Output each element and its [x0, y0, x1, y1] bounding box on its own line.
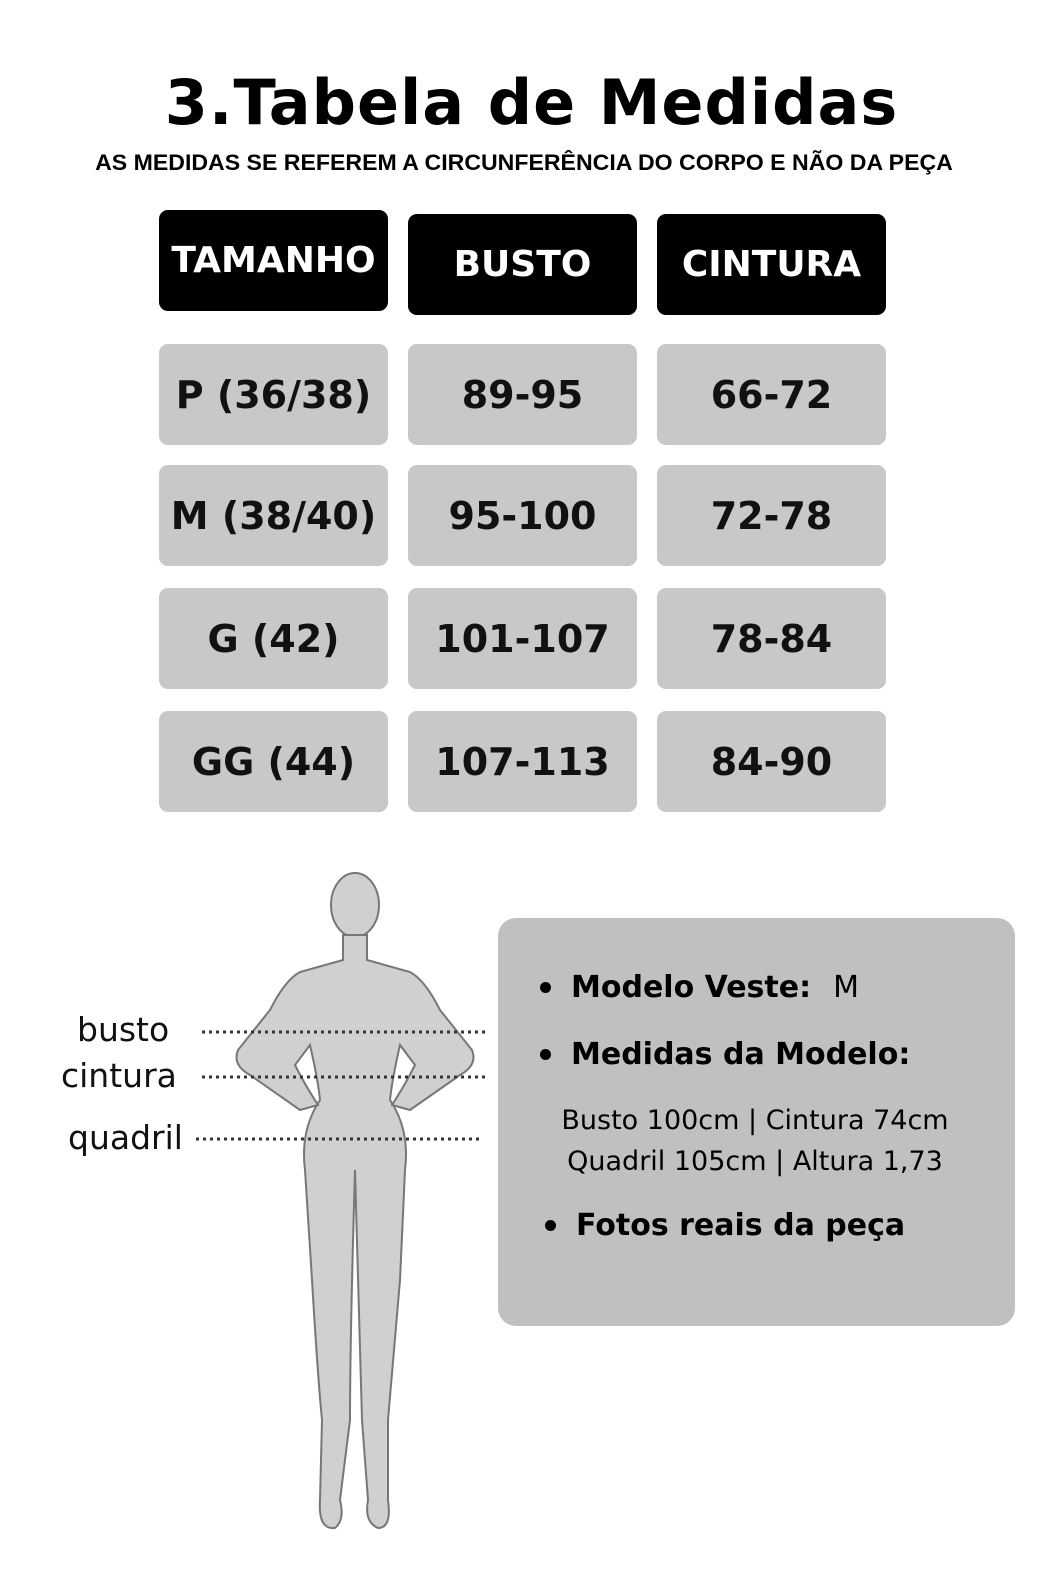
cell-cintura: 66-72: [657, 344, 886, 445]
fotos-label: Fotos reais da peça: [576, 1208, 906, 1243]
mannequin-icon: [196, 872, 488, 1530]
cell-busto: 89-95: [408, 344, 637, 445]
cell-cintura: 72-78: [657, 465, 886, 566]
cell-tamanho: P (36/38): [159, 344, 388, 445]
label-busto: busto: [77, 1010, 170, 1049]
header-cintura: CINTURA: [657, 214, 886, 315]
bullet-fotos: Fotos reais da peça: [545, 1208, 905, 1243]
modelo-veste-label: Modelo Veste:: [571, 970, 812, 1005]
modelo-veste-value: M: [833, 970, 859, 1005]
cell-busto: 95-100: [408, 465, 637, 566]
cell-tamanho: M (38/40): [159, 465, 388, 566]
cell-cintura: 84-90: [657, 711, 886, 812]
header-tamanho: TAMANHO: [159, 210, 388, 311]
cell-tamanho: G (42): [159, 588, 388, 689]
cell-busto: 107-113: [408, 711, 637, 812]
header-busto: BUSTO: [408, 214, 637, 315]
medidas-label: Medidas da Modelo:: [571, 1037, 911, 1072]
bullet-icon: [545, 1220, 556, 1231]
bullet-modelo-veste: Modelo Veste: M: [540, 970, 859, 1005]
label-cintura: cintura: [61, 1056, 177, 1095]
cell-cintura: 78-84: [657, 588, 886, 689]
cell-tamanho: GG (44): [159, 711, 388, 812]
bullet-medidas: Medidas da Modelo:: [540, 1037, 910, 1072]
label-quadril: quadril: [68, 1118, 183, 1157]
medidas-line-2: Quadril 105cm | Altura 1,73: [567, 1146, 943, 1177]
subtitle: AS MEDIDAS SE REFEREM A CIRCUNFERÊNCIA D…: [95, 150, 953, 175]
bullet-icon: [540, 1049, 551, 1060]
bullet-icon: [540, 982, 551, 993]
page-title: 3.Tabela de Medidas: [164, 66, 899, 139]
medidas-line-1: Busto 100cm | Cintura 74cm: [561, 1105, 949, 1136]
model-info-box: [498, 918, 1015, 1326]
cell-busto: 101-107: [408, 588, 637, 689]
